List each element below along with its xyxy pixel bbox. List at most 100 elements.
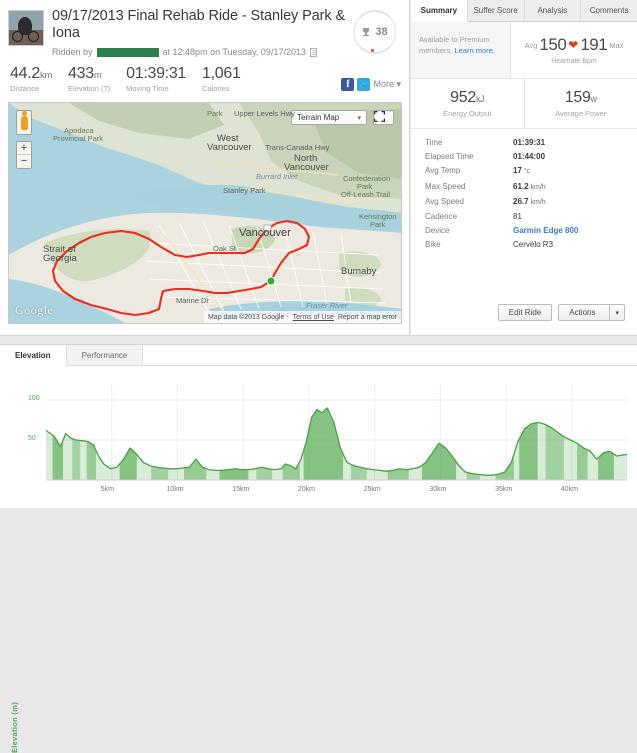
detail-value: 01:44:00	[513, 150, 545, 164]
stat-elevation-unit: m	[94, 70, 102, 81]
average-power-unit: w	[591, 94, 597, 104]
tab-suffer-score[interactable]: Suffer Score	[468, 0, 525, 21]
description-note-icon[interactable]	[310, 48, 317, 57]
tab-summary[interactable]: Summary	[411, 0, 468, 22]
x-tick-label: 10km	[166, 486, 183, 493]
map-label-14: Vancouver	[239, 227, 291, 239]
detail-key: Avg Speed	[425, 195, 513, 210]
x-tick-label: 5km	[101, 486, 114, 493]
heartrate-avg-label: Avg	[525, 41, 538, 50]
y-tick-label: 50	[28, 435, 36, 442]
energy-output-number: 952	[450, 89, 476, 106]
detail-value: Cervélo R3	[513, 238, 553, 252]
tab-performance[interactable]: Performance	[67, 345, 144, 365]
detail-value: 17 °c	[513, 164, 530, 179]
stat-distance-value: 44.2km	[10, 65, 52, 83]
learn-more-link[interactable]: Learn more.	[454, 46, 494, 55]
stat-distance-number: 44.2	[10, 65, 40, 82]
detail-key: Avg Temp	[425, 164, 513, 179]
activity-header: 09/17/2013 Final Rehab Ride - Stanley Pa…	[0, 0, 409, 57]
stat-calories-label: Calories	[202, 84, 241, 93]
stat-distance-label: Distance	[10, 84, 52, 93]
expand-icon	[374, 111, 385, 122]
map-label-22: Fraser River	[306, 301, 347, 310]
map-label-18: Georgia	[43, 253, 77, 264]
map-label-12: Off-Leash Trail	[341, 190, 390, 199]
detail-key: Elapsed Time	[425, 150, 513, 164]
actions-button[interactable]: Actions	[558, 304, 610, 321]
map-type-select[interactable]: Terrain Map ▾	[291, 110, 367, 125]
avatar[interactable]	[8, 10, 44, 46]
heartrate-values: Avg 150 ❤ 191 Max	[525, 35, 624, 55]
edit-ride-button[interactable]: Edit Ride	[498, 304, 552, 321]
average-power-value: 159w	[565, 89, 597, 107]
activity-stats-row: 44.2km Distance 433m Elevation (?) 01:39…	[0, 57, 409, 99]
map-label-21: Marine Dr	[176, 296, 209, 305]
map-label-19: Burnaby	[341, 266, 376, 277]
stat-moving-time-label: Moving Time	[126, 84, 186, 93]
detail-value: 01:39:31	[513, 136, 545, 150]
detail-value: 81	[513, 210, 522, 224]
facebook-icon[interactable]: f	[341, 78, 354, 91]
heart-icon: ❤	[568, 38, 578, 52]
tab-elevation[interactable]: Elevation	[0, 345, 67, 366]
stat-moving-time: 01:39:31 Moving Time	[126, 65, 186, 93]
detail-value: 26.7 km/h	[513, 195, 546, 210]
y-tick-label: 100	[28, 395, 40, 402]
map-label-13: Stanley Park	[223, 186, 266, 195]
avatar-wheel-rear-icon	[28, 31, 39, 42]
stat-calories-value: 1,061	[202, 65, 241, 83]
heartrate-avg-value: 150	[539, 35, 566, 55]
map-label-2: Park	[207, 109, 222, 118]
athlete-name-redacted[interactable]	[97, 48, 159, 57]
google-wordmark: Google	[15, 303, 53, 318]
detail-value[interactable]: Garmin Edge 800	[513, 224, 578, 238]
detail-value: 61.2 km/h	[513, 180, 546, 195]
map-zoom-in-button[interactable]: +	[17, 142, 31, 155]
achievement-badge[interactable]: 38	[353, 10, 397, 54]
terms-of-use-link[interactable]: Terms of Use	[293, 314, 334, 321]
x-tick-label: 15km	[232, 486, 249, 493]
map-label-1: Provincial Park	[53, 134, 103, 143]
stat-elevation: 433m Elevation (?)	[68, 65, 110, 93]
heartrate-max-value: 191	[580, 35, 607, 55]
stat-distance: 44.2km Distance	[10, 65, 52, 93]
tab-comments[interactable]: Comments	[581, 0, 637, 21]
map-attribution: Map data ©2013 Google - Terms of Use Rep…	[204, 311, 401, 323]
tab-analysis[interactable]: Analysis	[525, 0, 582, 21]
average-power-number: 159	[565, 89, 591, 106]
chart-tabs: Elevation Performance	[0, 345, 637, 366]
detail-key: Device	[425, 224, 513, 238]
street-view-pegman-icon[interactable]	[16, 110, 32, 135]
map-fullscreen-button[interactable]	[373, 110, 394, 125]
page-title[interactable]: 09/17/2013 Final Rehab Ride - Stanley Pa…	[52, 8, 349, 42]
route-map[interactable]: + − Terrain Map ▾ Google Map data ©2013 …	[8, 102, 402, 324]
strava-activity-page: 09/17/2013 Final Rehab Ride - Stanley Pa…	[0, 0, 637, 508]
heartrate-max-label: Max	[609, 41, 623, 50]
actions-caret-button[interactable]: ▾	[610, 304, 625, 321]
map-zoom-out-button[interactable]: −	[17, 155, 31, 168]
map-zoom-controls[interactable]: + −	[16, 141, 32, 169]
energy-output-cell: 952kJ Energy Output	[411, 79, 524, 128]
activity-summary-card: 09/17/2013 Final Rehab Ride - Stanley Pa…	[0, 0, 410, 336]
heartrate-row: Available to Premium members. Learn more…	[411, 22, 637, 79]
stat-elevation-label[interactable]: Elevation (?)	[68, 84, 110, 93]
more-share-button[interactable]: More ▾	[373, 79, 401, 90]
panel-action-buttons: Edit Ride Actions ▾	[498, 304, 625, 321]
ridden-at-text: at 12:48pm on Tuesday, 09/17/2013	[163, 47, 306, 57]
map-label-5: Vancouver	[207, 142, 252, 153]
power-row: 952kJ Energy Output 159w Average Power	[411, 79, 637, 129]
ridden-by-label: Ridden by	[52, 47, 93, 57]
detail-key: Time	[425, 136, 513, 150]
route-start-marker	[267, 277, 275, 285]
twitter-icon[interactable]: 🐦	[357, 78, 370, 91]
report-map-error-link[interactable]: Report a map error	[338, 314, 397, 321]
achievement-count-wrap: 38	[353, 10, 397, 54]
